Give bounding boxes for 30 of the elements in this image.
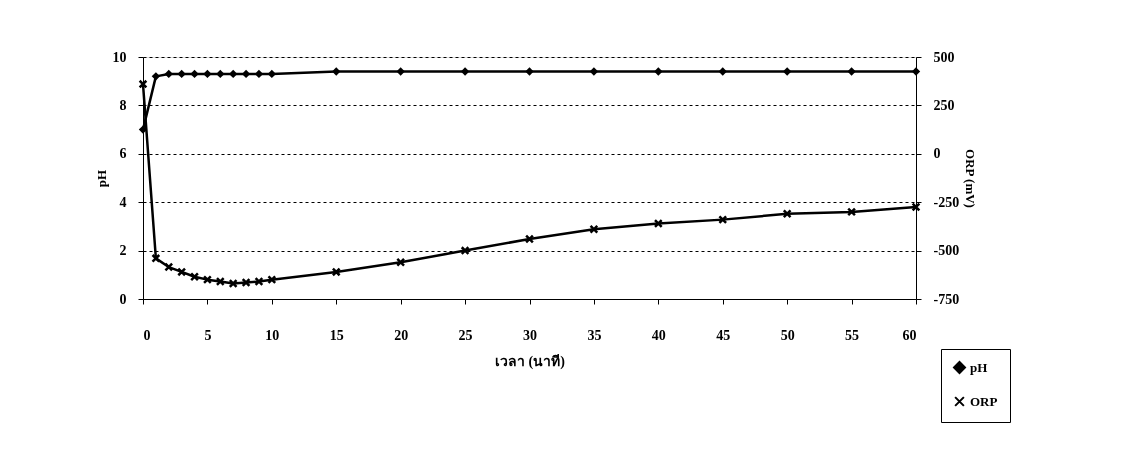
y-tick-label: 6 bbox=[119, 146, 127, 162]
x-tick-label: 5 bbox=[204, 327, 212, 343]
x-tick-label: 60 bbox=[902, 327, 917, 343]
legend-label: pH bbox=[970, 359, 988, 375]
y-tick-label: 10 bbox=[112, 49, 127, 65]
x-axis-title: เวลา (นาที) bbox=[495, 353, 566, 370]
y2-tick-label: -500 bbox=[933, 243, 960, 259]
y2-tick-label: -250 bbox=[933, 194, 960, 210]
x-tick-label: 15 bbox=[329, 327, 344, 343]
y2-axis-title: ORP (mV) bbox=[963, 149, 979, 208]
y2-tick-label: -750 bbox=[933, 291, 960, 307]
y-tick-label: 0 bbox=[119, 291, 127, 307]
legend-label: ORP bbox=[970, 393, 998, 409]
x-tick-label: 55 bbox=[845, 327, 860, 343]
x-tick-label: 30 bbox=[523, 327, 537, 343]
y-tick-label: 2 bbox=[119, 243, 127, 259]
x-tick-label: 35 bbox=[587, 327, 602, 343]
y-tick-label: 4 bbox=[119, 194, 127, 210]
x-tick-label: 45 bbox=[716, 327, 731, 343]
y2-tick-label: 250 bbox=[933, 97, 955, 113]
x-tick-label: 10 bbox=[265, 327, 280, 343]
x-tick-label: 0 bbox=[143, 327, 151, 343]
y2-tick-label: 0 bbox=[933, 146, 941, 162]
y2-tick-label: 500 bbox=[933, 49, 955, 65]
x-tick-label: 50 bbox=[780, 327, 795, 343]
x-tick-label: 20 bbox=[394, 327, 409, 343]
y-tick-label: 8 bbox=[119, 97, 127, 113]
y-axis-title: pH bbox=[93, 169, 109, 188]
x-tick-label: 25 bbox=[458, 327, 473, 343]
x-tick-label: 40 bbox=[651, 327, 666, 343]
